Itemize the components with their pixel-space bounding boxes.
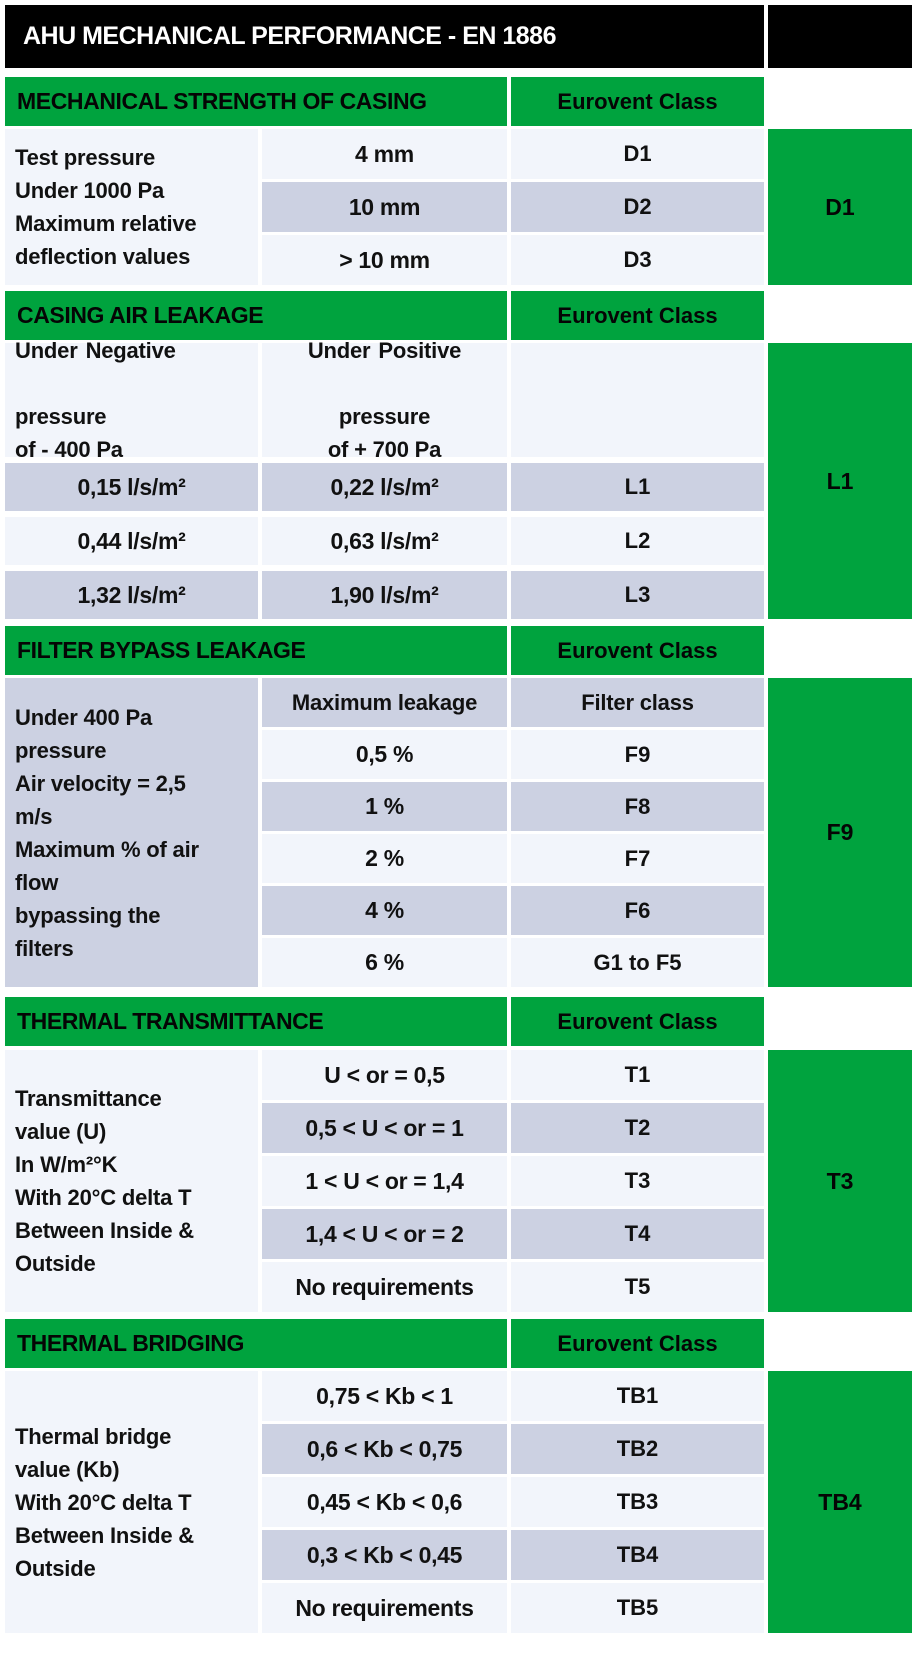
row-label-thermal-transmittance: Transmittance value (U) In W/m²°K With 2… — [5, 1050, 258, 1312]
leakage-positive-value: 0,22 l/s/m² — [262, 463, 507, 511]
leakage-negative-value: 1,32 l/s/m² — [5, 571, 258, 619]
leakage-negative-value: 0,15 l/s/m² — [5, 463, 258, 511]
empty-class-cell — [511, 343, 764, 457]
label-word: Under — [307, 338, 371, 363]
deflection-value: 4 mm — [262, 129, 507, 179]
section-title: THERMAL TRANSMITTANCE — [5, 997, 507, 1046]
section-title: CASING AIR LEAKAGE — [5, 291, 507, 340]
leakage-percent: 2 % — [262, 834, 507, 883]
negative-pressure-label: Under Negative pressure of - 400 Pa — [5, 338, 258, 462]
eurovent-class-cell: TB4 — [511, 1530, 764, 1580]
result-badge-air-leakage: L1 — [768, 343, 912, 619]
filter-class-cell: F7 — [511, 834, 764, 883]
filter-class-subheader: Filter class — [511, 678, 764, 727]
section-header-thermal-transmittance: THERMAL TRANSMITTANCE Eurovent Class — [5, 997, 912, 1046]
transmittance-range: No requirements — [262, 1262, 507, 1312]
eurovent-class-header: Eurovent Class — [511, 626, 764, 675]
transmittance-range: 0,5 < U < or = 1 — [262, 1103, 507, 1153]
eurovent-class-cell: T4 — [511, 1209, 764, 1259]
eurovent-class-cell: TB2 — [511, 1424, 764, 1474]
page-title: AHU MECHANICAL PERFORMANCE - EN 1886 — [5, 5, 764, 68]
leakage-percent: 4 % — [262, 886, 507, 935]
eurovent-class-header: Eurovent Class — [511, 997, 764, 1046]
eurovent-class-header: Eurovent Class — [511, 291, 764, 340]
leakage-positive-value: 1,90 l/s/m² — [262, 571, 507, 619]
header-spacer — [768, 77, 912, 126]
label-rest: pressure of - 400 Pa — [15, 404, 123, 462]
result-badge-casing-strength: D1 — [768, 129, 912, 285]
leakage-positive-value: 0,63 l/s/m² — [262, 517, 507, 565]
eurovent-class-cell: TB5 — [511, 1583, 764, 1633]
eurovent-class-cell: L1 — [511, 463, 764, 511]
leakage-percent: 1 % — [262, 782, 507, 831]
row-label-thermal-bridging: Thermal bridge value (Kb) With 20°C delt… — [5, 1371, 258, 1633]
result-badge-thermal-transmittance: T3 — [768, 1050, 912, 1312]
label-rest: pressure of + 700 Pa — [327, 404, 442, 462]
eurovent-class-header: Eurovent Class — [511, 77, 764, 126]
section-header-thermal-bridging: THERMAL BRIDGING Eurovent Class — [5, 1319, 912, 1368]
section-header-mechanical-strength: MECHANICAL STRENGTH OF CASING Eurovent C… — [5, 77, 912, 126]
section-title: MECHANICAL STRENGTH OF CASING — [5, 77, 507, 126]
eurovent-class-cell: T1 — [511, 1050, 764, 1100]
header-spacer — [768, 291, 912, 340]
thermal-transmittance-body: Transmittance value (U) In W/m²°K With 2… — [5, 1050, 912, 1312]
deflection-value: 10 mm — [262, 182, 507, 232]
eurovent-class-header: Eurovent Class — [511, 1319, 764, 1368]
section-title: FILTER BYPASS LEAKAGE — [5, 626, 507, 675]
title-band: AHU MECHANICAL PERFORMANCE - EN 1886 — [5, 5, 912, 68]
ahu-performance-table: AHU MECHANICAL PERFORMANCE - EN 1886 MEC… — [5, 5, 912, 1633]
row-label-filter-bypass: Under 400 Pa pressure Air velocity = 2,5… — [5, 678, 258, 987]
bridging-range: 0,75 < Kb < 1 — [262, 1371, 507, 1421]
leakage-negative-value: 0,44 l/s/m² — [5, 517, 258, 565]
eurovent-class-cell: L3 — [511, 571, 764, 619]
section-header-casing-air-leakage: CASING AIR LEAKAGE Eurovent Class — [5, 291, 912, 340]
eurovent-class-cell: D2 — [511, 182, 764, 232]
transmittance-range: U < or = 0,5 — [262, 1050, 507, 1100]
title-band-corner — [768, 5, 912, 68]
filter-class-cell: F6 — [511, 886, 764, 935]
mechanical-strength-body: Test pressure Under 1000 Pa Maximum rela… — [5, 129, 912, 285]
eurovent-class-cell: T5 — [511, 1262, 764, 1312]
transmittance-range: 1,4 < U < or = 2 — [262, 1209, 507, 1259]
row-label-mechanical-strength: Test pressure Under 1000 Pa Maximum rela… — [5, 129, 258, 285]
bridging-range: 0,6 < Kb < 0,75 — [262, 1424, 507, 1474]
deflection-value: > 10 mm — [262, 235, 507, 285]
positive-pressure-label: Under Positive pressure of + 700 Pa — [262, 338, 507, 462]
header-spacer — [768, 1319, 912, 1368]
result-badge-filter-bypass: F9 — [768, 678, 912, 987]
filter-class-cell: F9 — [511, 730, 764, 779]
thermal-bridging-body: Thermal bridge value (Kb) With 20°C delt… — [5, 1371, 912, 1633]
filter-bypass-body: Under 400 Pa pressure Air velocity = 2,5… — [5, 678, 912, 987]
bridging-range: No requirements — [262, 1583, 507, 1633]
eurovent-class-cell: TB3 — [511, 1477, 764, 1527]
eurovent-class-cell: T3 — [511, 1156, 764, 1206]
leakage-percent: 6 % — [262, 938, 507, 987]
max-leakage-subheader: Maximum leakage — [262, 678, 507, 727]
leakage-percent: 0,5 % — [262, 730, 507, 779]
eurovent-class-cell: D1 — [511, 129, 764, 179]
header-spacer — [768, 997, 912, 1046]
transmittance-range: 1 < U < or = 1,4 — [262, 1156, 507, 1206]
label-word-bold: Negative — [85, 338, 176, 363]
eurovent-class-cell: D3 — [511, 235, 764, 285]
label-word: Under — [15, 338, 78, 363]
bridging-range: 0,3 < Kb < 0,45 — [262, 1530, 507, 1580]
eurovent-class-cell: T2 — [511, 1103, 764, 1153]
eurovent-class-cell: TB1 — [511, 1371, 764, 1421]
header-spacer — [768, 626, 912, 675]
filter-class-cell: F8 — [511, 782, 764, 831]
result-badge-thermal-bridging: TB4 — [768, 1371, 912, 1633]
section-header-filter-bypass: FILTER BYPASS LEAKAGE Eurovent Class — [5, 626, 912, 675]
casing-air-leakage-body: Under Negative pressure of - 400 Pa Under… — [5, 338, 912, 619]
filter-class-cell: G1 to F5 — [511, 938, 764, 987]
bridging-range: 0,45 < Kb < 0,6 — [262, 1477, 507, 1527]
section-title: THERMAL BRIDGING — [5, 1319, 507, 1368]
eurovent-class-cell: L2 — [511, 517, 764, 565]
label-word-bold: Positive — [378, 338, 462, 363]
